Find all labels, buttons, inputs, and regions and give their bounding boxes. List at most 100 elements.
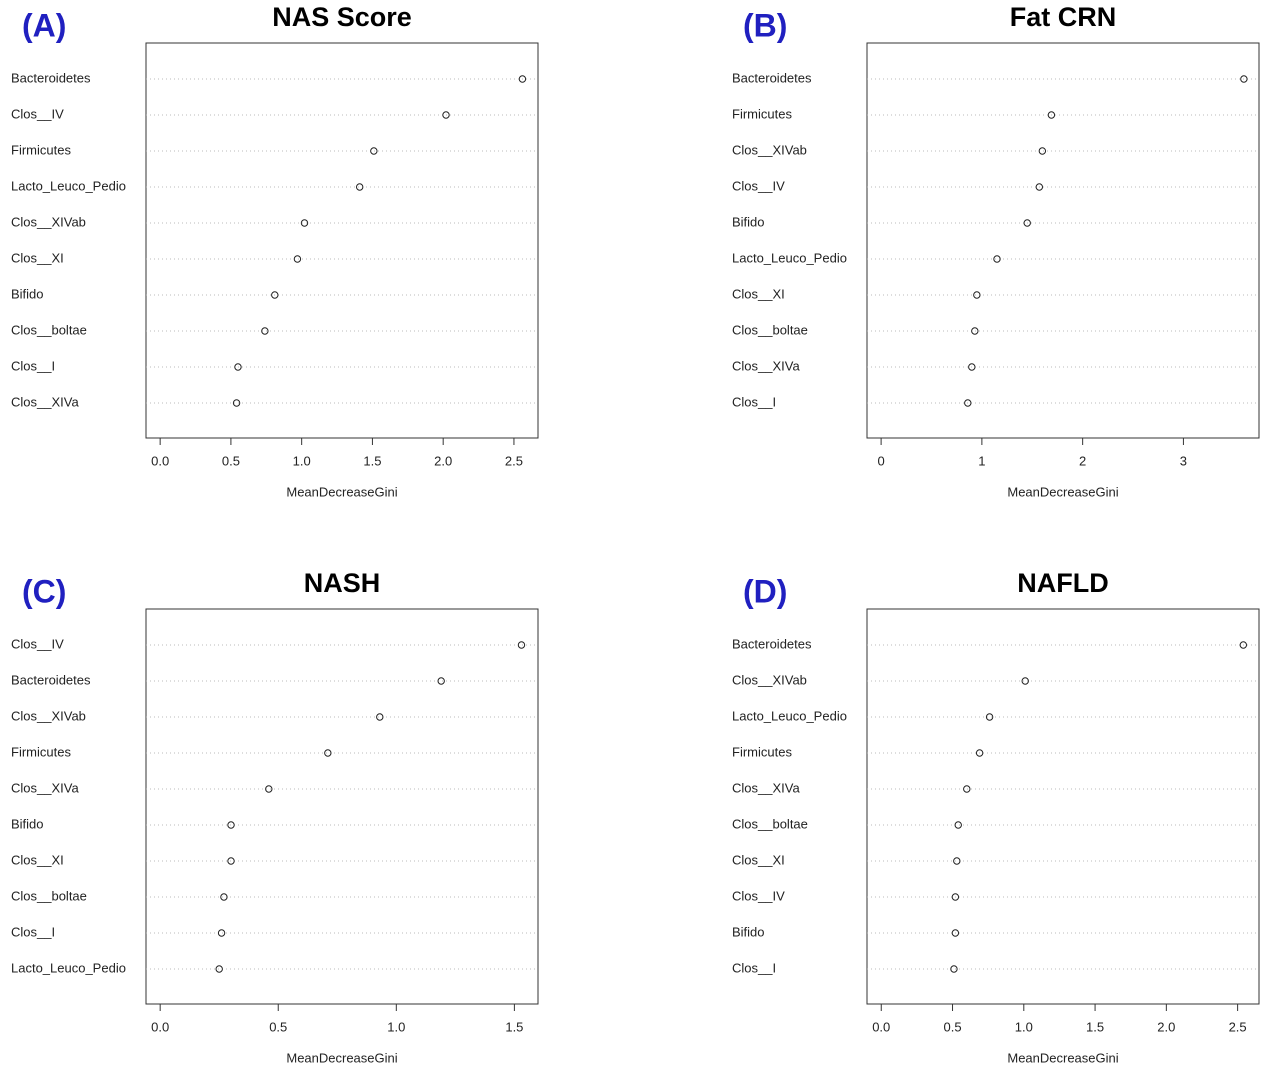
category-label: Clos__IV xyxy=(11,106,64,121)
dot xyxy=(215,965,223,973)
plot-box xyxy=(866,42,1260,439)
dot xyxy=(300,219,309,227)
x-tick-label: 3 xyxy=(1180,453,1187,468)
x-tick-label: 0.5 xyxy=(269,1019,287,1034)
chart-title: Fat CRN xyxy=(1010,2,1117,32)
dot xyxy=(1240,75,1248,83)
panel-label: (B) xyxy=(743,7,787,43)
x-tick-label: 0.0 xyxy=(151,453,169,468)
category-label: Clos__XIVa xyxy=(732,358,800,373)
category-label: Clos__XIVa xyxy=(11,394,79,409)
dot xyxy=(442,111,450,119)
dot xyxy=(232,399,241,407)
category-label: Clos__I xyxy=(732,394,776,409)
category-label: Firmicutes xyxy=(11,142,71,157)
x-tick-label: 0.0 xyxy=(872,1019,890,1034)
category-label: Clos__XIVab xyxy=(11,214,86,229)
chart-title: NAFLD xyxy=(1017,568,1108,598)
dot xyxy=(951,929,960,937)
category-label: Clos__boltae xyxy=(732,322,808,337)
category-label: Firmicutes xyxy=(732,106,792,121)
category-label: Clos__I xyxy=(11,358,55,373)
dot xyxy=(1239,641,1248,649)
category-label: Bifido xyxy=(732,214,765,229)
x-axis-label: MeanDecreaseGini xyxy=(1007,484,1118,499)
dot xyxy=(964,399,972,407)
x-tick-label: 2.5 xyxy=(1229,1019,1247,1034)
category-label: Lacto_Leuco_Pedio xyxy=(11,960,126,975)
dot xyxy=(265,785,273,793)
dot xyxy=(963,785,971,793)
dot xyxy=(1021,677,1029,685)
panel-label: (C) xyxy=(22,573,66,609)
x-tick-label: 1.5 xyxy=(505,1019,523,1034)
category-label: Bifido xyxy=(732,924,765,939)
category-label: Clos__XIVa xyxy=(732,780,800,795)
dot xyxy=(217,929,226,937)
dot xyxy=(954,821,962,829)
panel-label: (A) xyxy=(22,7,66,43)
x-tick-label: 1.0 xyxy=(293,453,311,468)
dot xyxy=(518,75,527,83)
dot xyxy=(234,363,242,371)
x-tick-label: 2.5 xyxy=(505,453,523,468)
category-label: Clos__XIVa xyxy=(11,780,79,795)
dot xyxy=(1023,219,1031,227)
dot xyxy=(1047,111,1056,119)
x-tick-label: 1.5 xyxy=(363,453,381,468)
category-label: Firmicutes xyxy=(11,744,71,759)
dot xyxy=(271,291,279,299)
dot xyxy=(437,677,445,685)
category-label: Clos__IV xyxy=(732,178,785,193)
panel-label: (D) xyxy=(743,573,787,609)
chart-title: NAS Score xyxy=(272,2,412,32)
x-axis-label: MeanDecreaseGini xyxy=(286,484,397,499)
dot xyxy=(951,893,960,901)
dot xyxy=(220,893,228,901)
dot xyxy=(968,363,976,371)
category-label: Bifido xyxy=(11,286,44,301)
category-label: Clos__boltae xyxy=(732,816,808,831)
x-tick-label: 2.0 xyxy=(434,453,452,468)
category-label: Lacto_Leuco_Pedio xyxy=(732,250,847,265)
dot xyxy=(227,821,235,829)
x-tick-label: 1.0 xyxy=(387,1019,405,1034)
x-tick-label: 2 xyxy=(1079,453,1086,468)
x-tick-label: 2.0 xyxy=(1157,1019,1175,1034)
dot xyxy=(517,641,526,649)
dot xyxy=(261,327,269,335)
dot xyxy=(1038,147,1047,155)
x-axis-label: MeanDecreaseGini xyxy=(286,1050,397,1065)
category-label: Clos__XI xyxy=(732,852,785,867)
category-label: Clos__boltae xyxy=(11,888,87,903)
category-label: Clos__boltae xyxy=(11,322,87,337)
dot xyxy=(293,255,302,263)
dot xyxy=(993,255,1001,263)
x-tick-label: 0.5 xyxy=(222,453,240,468)
x-tick-label: 0.5 xyxy=(943,1019,961,1034)
dot xyxy=(376,713,384,721)
category-label: Clos__XIVab xyxy=(732,142,807,157)
category-label: Lacto_Leuco_Pedio xyxy=(732,708,847,723)
dot xyxy=(1035,183,1044,191)
category-label: Clos__XI xyxy=(732,286,785,301)
category-label: Clos__XIVab xyxy=(732,672,807,687)
dot xyxy=(355,183,364,191)
category-label: Lacto_Leuco_Pedio xyxy=(11,178,126,193)
dot xyxy=(227,857,235,865)
chart-title: NASH xyxy=(304,568,381,598)
category-label: Clos__IV xyxy=(11,636,64,651)
category-label: Bacteroidetes xyxy=(732,636,812,651)
plot-box xyxy=(866,608,1260,1005)
dot xyxy=(370,147,378,155)
category-label: Clos__XI xyxy=(11,250,64,265)
category-label: Bacteroidetes xyxy=(732,70,812,85)
dot xyxy=(324,749,332,757)
dot xyxy=(985,713,994,721)
dot xyxy=(973,291,981,299)
x-tick-label: 1.0 xyxy=(1015,1019,1033,1034)
category-label: Clos__XI xyxy=(11,852,64,867)
category-label: Bacteroidetes xyxy=(11,672,91,687)
dot xyxy=(953,857,961,865)
